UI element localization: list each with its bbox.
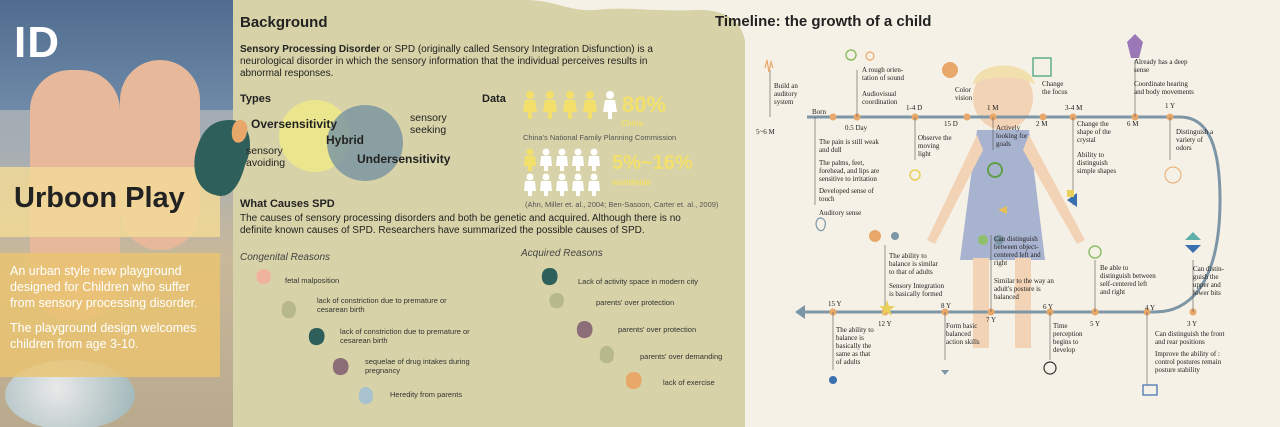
tl-label-2m: 2 M [1036, 120, 1048, 128]
tl-note: The pain is still weak and dull [819, 138, 879, 154]
tl-label-1y: 1 Y [1165, 102, 1176, 110]
description-box [0, 253, 220, 377]
stat-source-china: China's National Family Planning Commiss… [523, 133, 677, 142]
timeline-graphic [764, 34, 1222, 396]
tl-label-8y: 8 Y [941, 302, 952, 310]
brand-title: Urboon Play [14, 182, 185, 214]
congenital-reason: lack of constriction due to premature or… [317, 296, 447, 314]
acquired-blob-5 [625, 372, 642, 390]
tl-label-7y: 7 Y [986, 316, 997, 324]
tl-note: Can distinguish between object-centered … [994, 235, 1041, 267]
acquired-reason: lack of exercise [663, 378, 715, 387]
hero-photo [0, 0, 233, 427]
tl-note: Change the shape of the crystal [1077, 120, 1111, 144]
tl-note: Ability to distinguish simple shapes [1077, 151, 1117, 175]
type-oversensitivity: Oversensitivity [251, 117, 338, 131]
tl-note: A rough orien-tation of sound [862, 66, 904, 82]
data-title: Data [482, 93, 506, 105]
type-undersensitivity: Undersensitivity [357, 152, 451, 166]
tl-label-6m: 6 M [1127, 120, 1139, 128]
congenital-reason: sequelae of drug intakes during pregnanc… [365, 357, 470, 375]
background-title: Background [240, 14, 328, 31]
types-title: Types [240, 93, 271, 105]
tl-note: Improve the ability of : control posture… [1155, 350, 1222, 374]
acquired-blob-4 [599, 346, 614, 364]
tl-label-15d: 15 D [944, 120, 958, 128]
tl-note: Similar to the way an adult's posture is… [994, 277, 1054, 301]
tl-label-5-6m: 5~6 M [756, 128, 775, 136]
congenital-blob-5 [358, 387, 373, 405]
tl-note: Form basic balanced action skills [946, 322, 980, 346]
tl-label-1-4d: 1-4 D [906, 104, 923, 112]
description-text: An urban style new playground designed f… [10, 264, 198, 310]
acquired-blob-1 [541, 268, 558, 286]
congenital-blob-2 [281, 301, 296, 319]
tl-note: Already has a deep sense [1134, 58, 1188, 74]
tl-label-6y: 6 Y [1043, 303, 1054, 311]
tl-label-12y: 12 Y [878, 320, 892, 328]
congenital-blob-1 [256, 269, 271, 285]
tl-label-3y: 3 Y [1187, 320, 1198, 328]
acquired-title: Acquired Reasons [521, 248, 603, 259]
tl-note: Observe the moving light [918, 134, 952, 158]
tl-note: Build an auditory system [774, 82, 798, 106]
tl-note: The ability to balance is basically the … [836, 326, 874, 366]
stat-80-percent: 80% [622, 92, 667, 117]
tl-note: Sensory Integration is basically formed [889, 282, 945, 298]
type-sensory-seeking: sensory seeking [410, 112, 447, 136]
acquired-reason: parents' over demanding [640, 352, 723, 361]
congenital-reason: fetal malposition [285, 276, 340, 285]
acquired-reason: parents' over protection [618, 325, 697, 334]
spd-definition: or SPD (originally called Sensory Integr… [240, 44, 653, 79]
people-icons-worldwide [524, 148, 600, 196]
tl-note: The ability to balance is similar to tha… [889, 252, 938, 276]
logo: ID [14, 18, 60, 67]
tl-note: Can distin-guish the upper and lower bit… [1193, 265, 1224, 297]
tl-label-3-4m: 3-4 M [1065, 104, 1083, 112]
tl-label-5y: 5 Y [1090, 320, 1101, 328]
tl-label-1m: 1 M [987, 104, 999, 112]
spd-term: Sensory Processing Disorder [240, 44, 381, 55]
tl-note: Auditory sense [819, 209, 862, 217]
tl-note: Distinguish a variety of odors [1176, 128, 1214, 152]
type-sensory-avoiding: sensory avoiding [246, 145, 286, 169]
tl-note: Audiovisual coordination [862, 90, 898, 106]
tl-label-4y: 4 Y [1145, 304, 1156, 312]
congenital-blob-3 [308, 328, 325, 346]
background-intro: Sensory Processing Disorder or SPD (orig… [240, 44, 685, 80]
stat-source-worldwide: (Ahn, Miller et. al., 2004; Ben-Sasoon, … [525, 200, 719, 209]
tl-label-15y: 15 Y [828, 300, 842, 308]
causes-text: The causes of sensory processing disorde… [240, 213, 681, 236]
tl-note: Actively looking for goals [996, 124, 1028, 148]
congenital-blob-4 [332, 358, 349, 376]
types-venn [279, 100, 403, 181]
tl-label-0-5-day: 0.5 Day [845, 124, 868, 132]
tl-note: Color vision [955, 86, 973, 102]
acquired-blob-2 [549, 293, 564, 309]
description-age: The playground design welcomes children … [10, 321, 197, 351]
stat-region-china: China [621, 119, 644, 128]
tl-note: Be able to distinguish between self-cent… [1100, 264, 1156, 296]
congenital-title: Congenital Reasons [240, 252, 331, 263]
congenital-reason: lack of constriction due to premature or… [340, 327, 470, 345]
tl-note: Change the focus [1042, 80, 1068, 96]
people-icons-80 [523, 91, 617, 119]
tl-label-born: Born [812, 108, 826, 116]
tl-note: Time perception begins to develop [1053, 322, 1083, 354]
acquired-reason: parents' over protection [596, 298, 675, 307]
orange-blob [231, 120, 248, 143]
tl-note: The palms, feet, forehead, and lips are … [819, 159, 880, 183]
acquired-reason: Lack of activity space in modern city [578, 277, 699, 286]
tl-note: Developed sense of touch [819, 187, 874, 203]
type-hybrid: Hybrid [326, 133, 365, 147]
tl-note: Coordinate hearing and body movements [1134, 80, 1194, 96]
stat-5-16-percent: 5%~16% [612, 152, 693, 174]
stat-region-worldwide: worldwide [612, 178, 652, 187]
brand-box [0, 167, 220, 237]
tl-note: Can distinguish the front and rear posit… [1155, 330, 1225, 346]
timeline-title: Timeline: the growth of a child [715, 13, 932, 30]
causes-title: What Causes SPD [240, 198, 335, 210]
congenital-reason: Heredity from parents [390, 390, 463, 399]
acquired-blob-3 [576, 321, 593, 339]
